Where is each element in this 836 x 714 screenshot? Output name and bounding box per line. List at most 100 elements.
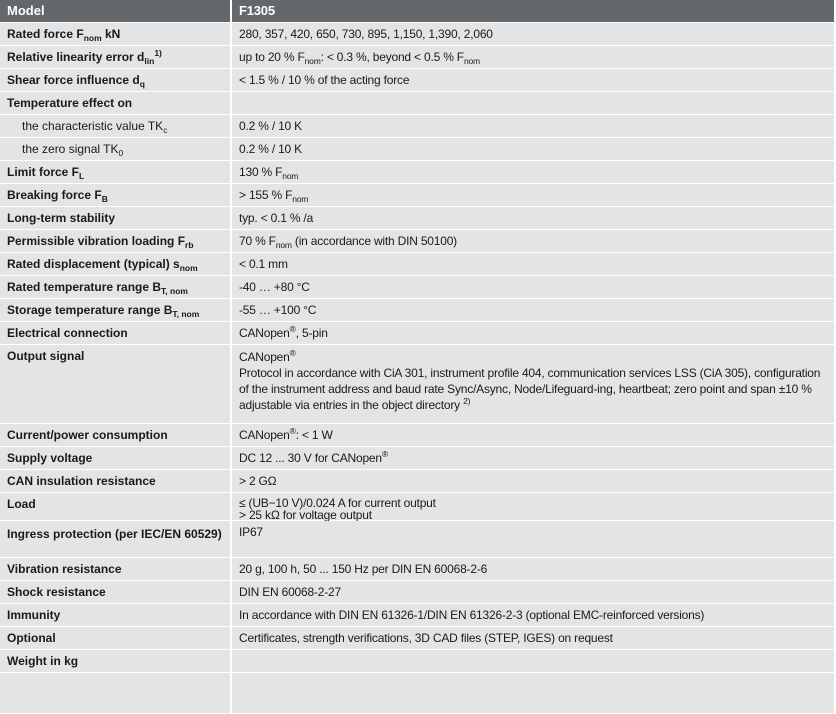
text: Relative linearity error d (7, 50, 145, 64)
text: Ingress protection (per IEC/EN 60529) (7, 527, 222, 541)
text: 280, 357, 420, 650, 730, 895, 1,150, 1,3… (239, 27, 493, 41)
table-row: CAN insulation resistance > 2 GΩ (0, 470, 834, 492)
table-row: Vibration resistance 20 g, 100 h, 50 ... … (0, 558, 834, 580)
text: DIN EN 60068-2-27 (239, 585, 341, 599)
text: Protocol in accordance with CiA 301, ins… (239, 366, 821, 412)
text: kN (101, 27, 121, 41)
text: Immunity (7, 608, 61, 622)
text: > 25 kΩ for voltage output (239, 508, 372, 522)
table-row: Weight in kg (0, 650, 834, 672)
text: Optional (7, 631, 56, 645)
subscript: q (139, 79, 145, 89)
subscript: rb (185, 240, 194, 250)
table-row (0, 673, 834, 713)
table-row: Relative linearity error dlin1) up to 20 … (0, 46, 834, 68)
row-label: Limit force FL (0, 161, 230, 183)
table-row: the zero signal TK0 0.2 % / 10 K (0, 138, 834, 160)
subscript: nom (463, 56, 480, 66)
row-label: Optional (0, 627, 230, 649)
table-row: Rated displacement (typical) snom < 0.1 m… (0, 253, 834, 275)
row-value: 70 % Fnom (in accordance with DIN 50100) (232, 230, 834, 252)
text: < 1.5 % / 10 % of the acting force (239, 73, 410, 87)
text: , 5-pin (295, 326, 328, 340)
table-row: Output signal CANopen® Protocol in accorda… (0, 345, 834, 423)
superscript: ® (289, 348, 296, 358)
row-label: Current/power consumption (0, 424, 230, 446)
text: > 155 % F (239, 188, 293, 202)
text: Current/power consumption (7, 428, 168, 442)
table-row: Immunity In accordance with DIN EN 61326-… (0, 604, 834, 626)
row-value: CANopen®: < 1 W (232, 424, 834, 446)
text: 20 g, 100 h, 50 ... 150 Hz per DIN EN 60… (239, 562, 488, 576)
superscript: ® (381, 449, 388, 459)
text: Permissible vibration loading F (7, 234, 186, 248)
text: 0.2 % / 10 K (239, 119, 302, 133)
text: -55 … +100 °C (239, 303, 317, 317)
text: Weight in kg (7, 654, 79, 668)
text: 130 % F (239, 165, 283, 179)
row-label: Output signal (0, 345, 230, 423)
text: Limit force F (7, 165, 80, 179)
row-label: Relative linearity error dlin1) (0, 46, 230, 68)
row-value: 0.2 % / 10 K (232, 138, 834, 160)
subscript: nom (282, 171, 299, 181)
header-model-value: F1305 (232, 0, 834, 22)
text: Electrical connection (7, 326, 128, 340)
text: CAN insulation resistance (7, 474, 156, 488)
subscript: nom (292, 194, 309, 204)
text: ≤ (UB−10 V)/0.024 A for current output (239, 496, 436, 510)
table-row: Electrical connection CANopen®, 5-pin (0, 322, 834, 344)
subscript: B (101, 194, 108, 204)
subscript: 0 (118, 148, 124, 158)
text: CANopen (239, 428, 290, 442)
text: Shear force influence d (7, 73, 140, 87)
row-label: Supply voltage (0, 447, 230, 469)
row-label: Ingress protection (per IEC/EN 60529) (0, 521, 230, 557)
row-label: Weight in kg (0, 650, 230, 672)
row-label: Vibration resistance (0, 558, 230, 580)
table-row: the characteristic value TKc 0.2 % / 10 K (0, 115, 834, 137)
text: In accordance with DIN EN 61326-1/DIN EN… (239, 608, 705, 622)
row-label: Long-term stability (0, 207, 230, 229)
text: Breaking force F (7, 188, 102, 202)
row-value: ≤ (UB−10 V)/0.024 A for current output > … (232, 493, 834, 522)
row-value: Certificates, strength verifications, 3D… (232, 627, 834, 649)
row-label: Immunity (0, 604, 230, 626)
text: typ. < 0.1 % /a (239, 211, 314, 225)
text: CANopen (239, 326, 290, 340)
table-row: Current/power consumption CANopen®: < 1 W (0, 424, 834, 446)
text: DC 12 ... 30 V for CANopen (239, 451, 382, 465)
table-row: Storage temperature range BT, nom -55 … +… (0, 299, 834, 321)
row-value: 130 % Fnom (232, 161, 834, 183)
text: Load (7, 497, 36, 511)
row-value: DIN EN 60068-2-27 (232, 581, 834, 603)
text: Long-term stability (7, 211, 116, 225)
text: Temperature effect on (7, 96, 133, 110)
table-row: Long-term stability typ. < 0.1 % /a (0, 207, 834, 229)
row-label (0, 673, 230, 713)
subscript: T, nom (161, 286, 188, 296)
text: IP67 (239, 525, 263, 539)
row-value: In accordance with DIN EN 61326-1/DIN EN… (232, 604, 834, 626)
row-label: the zero signal TK0 (0, 138, 230, 160)
row-label: Rated displacement (typical) snom (0, 253, 230, 275)
table-row: Supply voltage DC 12 ... 30 V for CANopen… (0, 447, 834, 469)
row-label: the characteristic value TKc (0, 115, 230, 137)
table-row: Permissible vibration loading Frb 70 % Fn… (0, 230, 834, 252)
subscript: T, nom (172, 309, 200, 319)
row-label: Electrical connection (0, 322, 230, 344)
row-label: Rated force Fnom kN (0, 23, 230, 45)
table-row: Breaking force FB > 155 % Fnom (0, 184, 834, 206)
table-row: Rated force Fnom kN 280, 357, 420, 650, 7… (0, 23, 834, 45)
row-value: > 2 GΩ (232, 470, 834, 492)
row-label: Rated temperature range BT, nom (0, 276, 230, 298)
subscript: nom (179, 263, 198, 273)
superscript: 2) (463, 396, 471, 406)
row-label: Temperature effect on (0, 92, 230, 114)
table-row: Limit force FL 130 % Fnom (0, 161, 834, 183)
row-value: up to 20 % Fnom: < 0.3 %, beyond < 0.5 %… (232, 46, 834, 68)
text: (in accordance with DIN 50100) (291, 234, 457, 248)
table-row: Optional Certificates, strength verificat… (0, 627, 834, 649)
text: Output signal (7, 349, 85, 363)
